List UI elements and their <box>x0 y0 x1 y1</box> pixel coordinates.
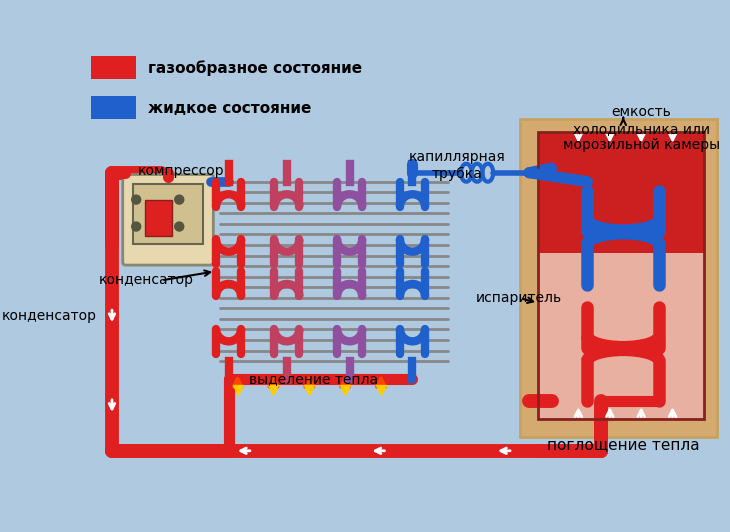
Text: газообразное состояние: газообразное состояние <box>148 60 362 76</box>
Bar <box>538 132 704 419</box>
Bar <box>145 200 172 236</box>
Text: жидкое состояние: жидкое состояние <box>148 101 311 115</box>
Text: выделение тепла: выделение тепла <box>249 372 378 386</box>
Text: испаритель: испаритель <box>475 292 561 305</box>
Bar <box>520 119 718 437</box>
Text: конденсатор: конденсатор <box>1 309 97 323</box>
Text: конденсатор: конденсатор <box>99 273 193 287</box>
Text: поглощение тепла: поглощение тепла <box>547 438 699 453</box>
Bar <box>538 132 704 253</box>
Bar <box>91 96 137 119</box>
Text: компрессор: компрессор <box>138 164 224 178</box>
FancyBboxPatch shape <box>123 174 213 265</box>
Bar <box>91 56 137 79</box>
Circle shape <box>131 222 141 231</box>
Circle shape <box>174 222 184 231</box>
Text: капиллярная
трубка: капиллярная трубка <box>409 150 506 180</box>
Circle shape <box>131 195 141 204</box>
Bar <box>538 253 704 419</box>
Text: емкость
холодильника или
морозильной камеры: емкость холодильника или морозильной кам… <box>563 105 720 152</box>
Bar <box>133 185 204 245</box>
Circle shape <box>174 195 184 204</box>
